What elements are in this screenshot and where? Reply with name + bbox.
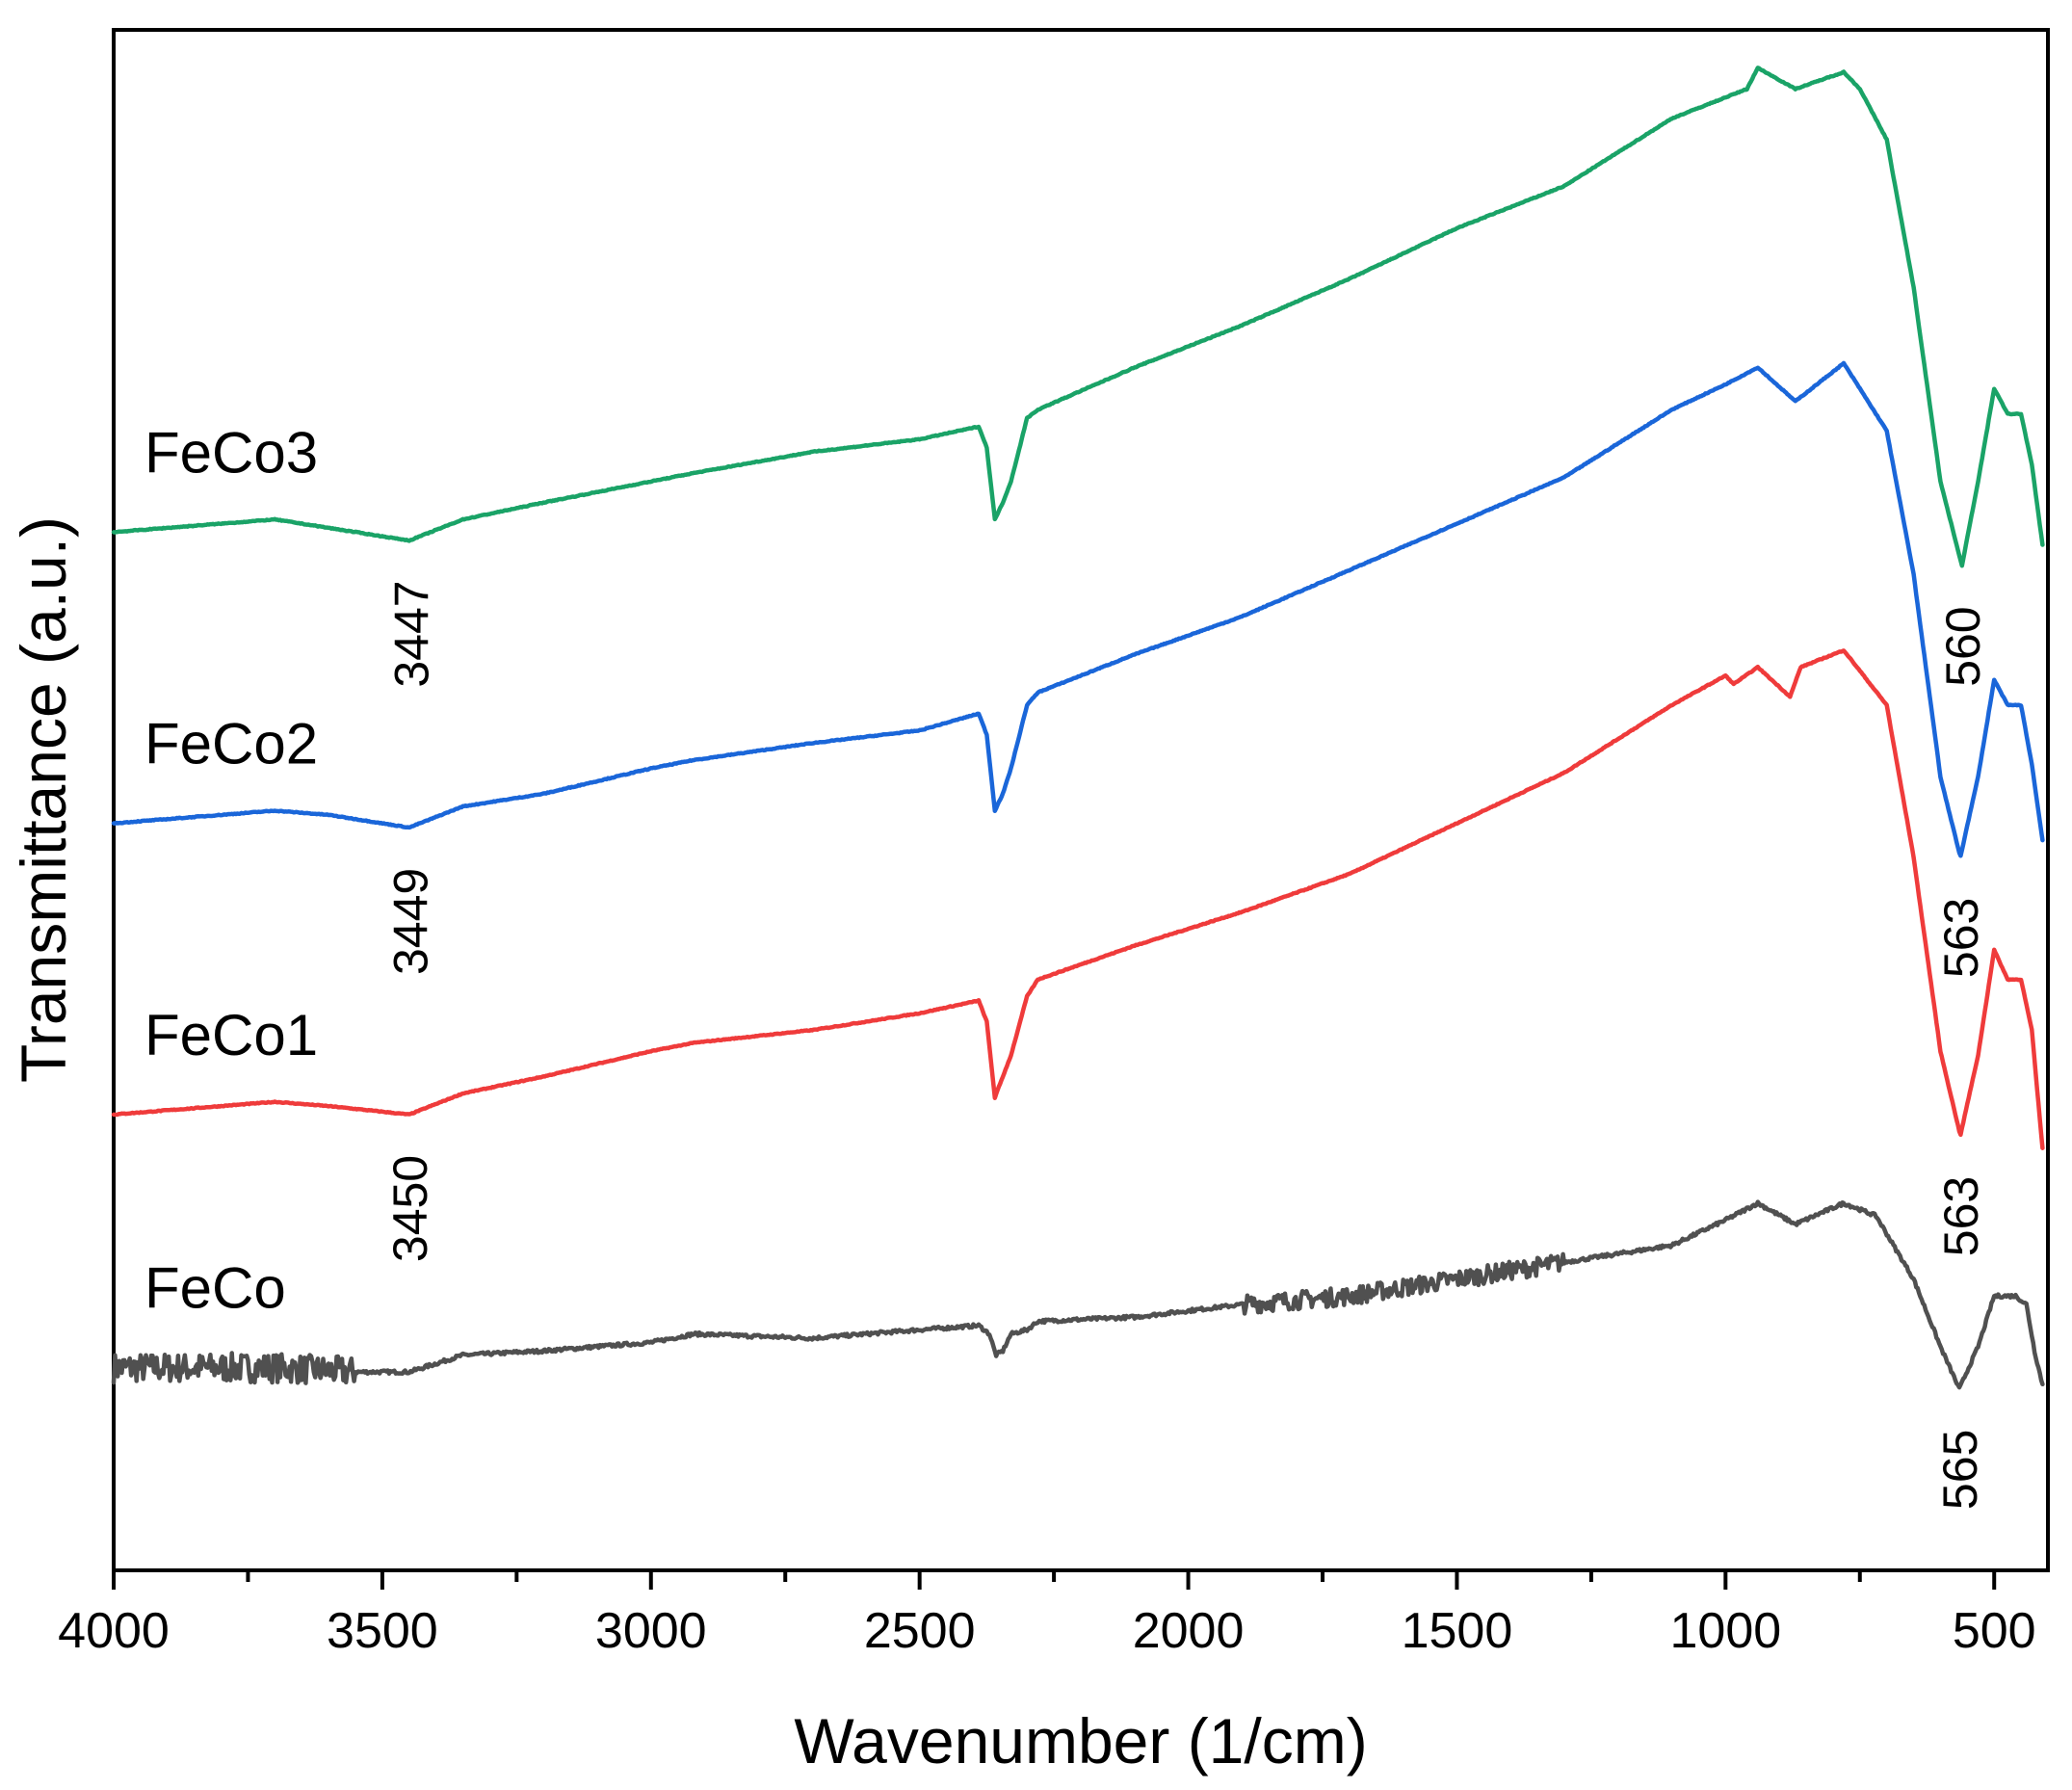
x-axis-title: Wavenumber (1/cm) bbox=[794, 1705, 1367, 1777]
series-label-feco2: FeCo2 bbox=[144, 712, 318, 777]
peak-label: 565 bbox=[1933, 1430, 1987, 1510]
peak-label: 3447 bbox=[384, 580, 438, 687]
trace-feco1 bbox=[111, 648, 2045, 1150]
peak-annotations: 3447 560 3449 563 3450 563 565 bbox=[383, 580, 1990, 1510]
trace-feco bbox=[111, 1199, 2045, 1390]
x-tick-label: 3000 bbox=[595, 1603, 707, 1659]
plot-frame bbox=[112, 28, 2050, 1572]
series-label-feco3: FeCo3 bbox=[144, 420, 318, 485]
peak-label: 3449 bbox=[383, 868, 437, 975]
series-label-feco: FeCo bbox=[144, 1256, 286, 1321]
peak-label: 560 bbox=[1936, 606, 1990, 686]
trace-feco2 bbox=[111, 360, 2045, 858]
series-label-feco1: FeCo1 bbox=[144, 1003, 318, 1067]
x-tick-label: 1500 bbox=[1402, 1603, 1513, 1659]
x-tick-label: 1000 bbox=[1669, 1603, 1781, 1659]
series-labels: FeCo3 FeCo2 FeCo1 FeCo bbox=[144, 420, 318, 1320]
x-axis-ticks: 4000 3500 3000 2500 2000 1500 1000 500 bbox=[58, 1570, 2036, 1659]
peak-label: 563 bbox=[1934, 1176, 1988, 1256]
y-axis-title: Transmittance (a.u.) bbox=[8, 516, 79, 1083]
peak-label: 563 bbox=[1934, 898, 1988, 978]
series-traces bbox=[111, 66, 2045, 1390]
x-tick-label: 4000 bbox=[58, 1603, 170, 1659]
x-tick-label: 2500 bbox=[864, 1603, 976, 1659]
trace-feco3 bbox=[111, 66, 2045, 568]
x-tick-label: 500 bbox=[1953, 1603, 2036, 1659]
x-tick-label: 3500 bbox=[327, 1603, 438, 1659]
x-tick-label: 2000 bbox=[1133, 1603, 1245, 1659]
peak-label: 3450 bbox=[383, 1155, 437, 1262]
